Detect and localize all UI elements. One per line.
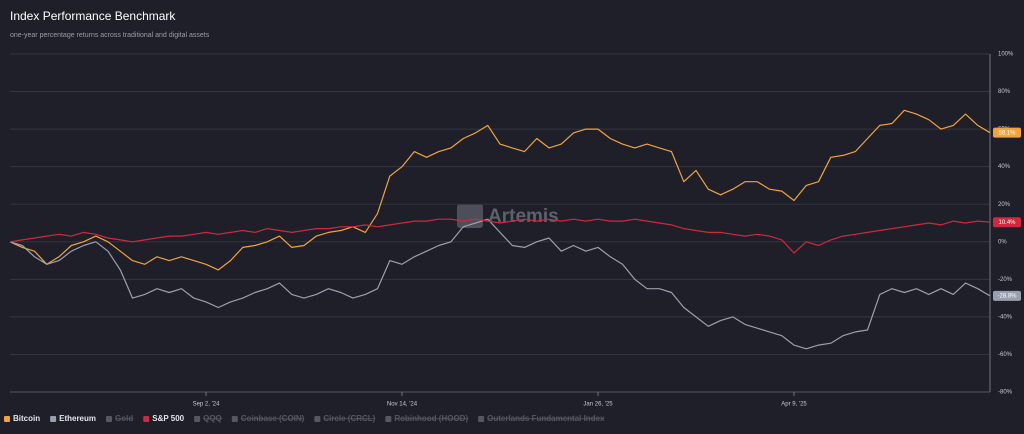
legend-label: Robinhood (HOOD) [394, 414, 468, 423]
legend-swatch [478, 416, 485, 422]
legend-label: Bitcoin [13, 414, 40, 423]
series-line [9, 218, 991, 254]
series-line [9, 218, 991, 350]
legend-item[interactable]: QQQ [194, 414, 222, 423]
legend-item[interactable]: Outerlands Fundamental Index [478, 414, 605, 423]
end-label: 10.4% [998, 220, 1016, 226]
x-tick-label: Apr 9, '25 [781, 402, 807, 408]
legend-label: Outerlands Fundamental Index [487, 414, 605, 423]
legend-item[interactable]: Bitcoin [4, 414, 40, 423]
legend-label: S&P 500 [152, 414, 184, 423]
legend-swatch [231, 416, 238, 422]
legend-swatch [50, 416, 57, 422]
legend-label: Coinbase (COIN) [241, 414, 305, 423]
legend-item[interactable]: Robinhood (HOOD) [385, 414, 468, 423]
y-tick-label: 40% [998, 164, 1011, 170]
y-tick-label: -80% [998, 390, 1013, 396]
legend-swatch [385, 416, 392, 422]
y-tick-label: -20% [998, 277, 1013, 283]
watermark-logo [457, 204, 483, 228]
y-tick-label: 80% [998, 89, 1011, 95]
legend-swatch [314, 416, 321, 422]
end-label: 58.1% [998, 130, 1016, 136]
legend-item[interactable]: Coinbase (COIN) [231, 414, 305, 423]
legend-item[interactable]: S&P 500 [143, 414, 185, 423]
x-tick-label: Sep 2, '24 [193, 402, 220, 408]
legend-swatch [143, 416, 150, 422]
chart-subtitle: one-year percentage returns across tradi… [10, 32, 210, 39]
legend-label: QQQ [203, 414, 222, 423]
x-tick-label: Nov 14, '24 [387, 402, 418, 408]
legend-label: Ethereum [59, 414, 96, 423]
x-tick-label: Jan 26, '25 [583, 402, 613, 408]
y-tick-label: -40% [998, 314, 1013, 320]
chart-title: Index Performance Benchmark [10, 9, 176, 23]
end-label: -28.8% [997, 293, 1017, 299]
y-tick-label: 20% [998, 202, 1011, 208]
legend-item[interactable]: Gold [106, 414, 133, 423]
y-tick-label: 100% [998, 52, 1014, 58]
end-label-box [993, 217, 1021, 228]
y-tick-label: -60% [998, 352, 1013, 358]
y-tick-label: 0% [998, 239, 1007, 245]
legend-swatch [106, 416, 113, 422]
legend-item[interactable]: Circle (CRCL) [314, 414, 376, 423]
watermark: Artemis [488, 206, 559, 227]
legend-item[interactable]: Ethereum [50, 414, 96, 423]
legend-label: Gold [115, 414, 133, 423]
legend-swatch [4, 416, 10, 422]
series-line [9, 109, 991, 271]
legend-label: Circle (CRCL) [323, 414, 375, 423]
end-label-box [993, 290, 1021, 301]
end-label-box [993, 127, 1021, 138]
legend-swatch [194, 416, 201, 422]
